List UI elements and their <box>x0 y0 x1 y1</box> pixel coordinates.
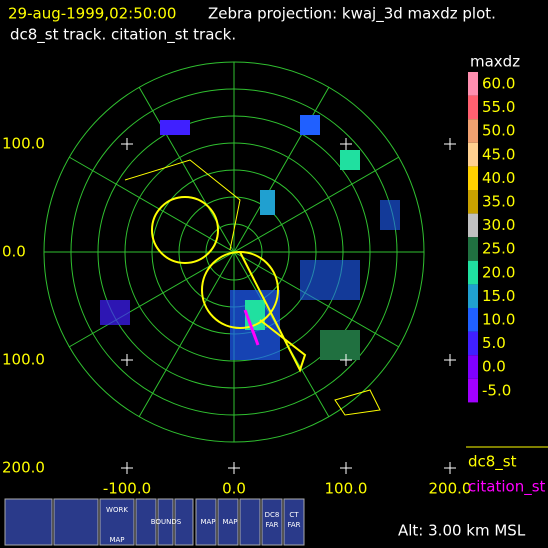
y-label: 100.0 <box>2 135 45 153</box>
toolbar-icon <box>135 498 157 546</box>
colorbar-label: 50.0 <box>482 122 515 140</box>
colorbar-swatch <box>468 190 478 214</box>
colorbar-swatch <box>468 331 478 356</box>
icon-label: MAP <box>222 518 237 526</box>
y-label: 100.0 <box>2 351 45 369</box>
colorbar-swatch <box>468 142 478 167</box>
colorbar-swatch <box>468 72 478 96</box>
x-label: 0.0 <box>222 480 246 498</box>
legend-entry: citation_st <box>468 478 546 497</box>
icon-label: FAR <box>265 521 278 529</box>
toolbar-icon <box>195 498 217 546</box>
colorbar-label: -5.0 <box>482 381 511 399</box>
colorbar-label: 20.0 <box>482 263 515 281</box>
colorbar-swatch <box>468 237 478 261</box>
toolbar-icon <box>157 498 174 546</box>
tracks-line: dc8_st track. citation_st track. <box>10 26 236 45</box>
y-label: 0.0 <box>2 243 26 261</box>
status: Alt: 3.00 km MSL <box>398 522 526 540</box>
colorbar-swatch <box>468 308 478 332</box>
toolbar-icon <box>283 498 305 546</box>
colorbar-label: 35.0 <box>482 193 515 211</box>
toolbar-icon <box>4 498 53 546</box>
time: 29-aug-1999,02:50:00 <box>8 5 176 23</box>
x-label: 100.0 <box>325 480 368 498</box>
colorbar-label: 60.0 <box>482 75 515 93</box>
colorbar-label: 15.0 <box>482 287 515 305</box>
colorbar-label: 30.0 <box>482 216 515 234</box>
colorbar-title: maxdz <box>470 53 520 71</box>
toolbar-icon <box>217 498 239 546</box>
plus-marks <box>121 138 456 474</box>
tracks <box>124 159 381 416</box>
colorbar-swatch <box>468 119 478 143</box>
icon-label: DC8 <box>265 511 280 519</box>
toolbar-icon <box>239 498 261 546</box>
colorbar-label: 0.0 <box>482 358 506 376</box>
radar-echoes <box>100 115 400 360</box>
x-label: 200.0 <box>429 480 472 498</box>
colorbar-label: 45.0 <box>482 145 515 163</box>
colorbar-label: 40.0 <box>482 169 515 187</box>
toolbar-icon <box>99 498 135 546</box>
icon-label: CT <box>289 511 299 519</box>
icon-label: BOUNDS <box>151 518 182 526</box>
icon-label: WORK <box>106 506 128 514</box>
icon-label: MAP <box>109 536 124 544</box>
toolbar-icon <box>53 498 99 546</box>
colorbar-label: 5.0 <box>482 334 506 352</box>
colorbar-swatch <box>468 260 478 285</box>
title: Zebra projection: kwaj_3d maxdz plot. <box>208 5 496 24</box>
colorbar-label: 25.0 <box>482 240 515 258</box>
colorbar-swatch <box>468 95 478 120</box>
x-label: -100.0 <box>103 480 151 498</box>
toolbar-icon <box>261 498 283 546</box>
colorbar-label: 10.0 <box>482 311 515 329</box>
colorbar-label: 55.0 <box>482 98 515 116</box>
legend-entry: dc8_st <box>468 453 517 472</box>
colorbar-swatch <box>468 284 478 308</box>
y-label: 200.0 <box>2 459 45 477</box>
colorbar-swatch <box>468 355 478 379</box>
icon-label: MAP <box>200 518 215 526</box>
colorbar-swatch <box>468 378 478 403</box>
colorbar-swatch <box>468 166 478 190</box>
icon-label: FAR <box>287 521 300 529</box>
toolbar-icon <box>174 498 194 546</box>
colorbar-swatch <box>468 213 478 238</box>
